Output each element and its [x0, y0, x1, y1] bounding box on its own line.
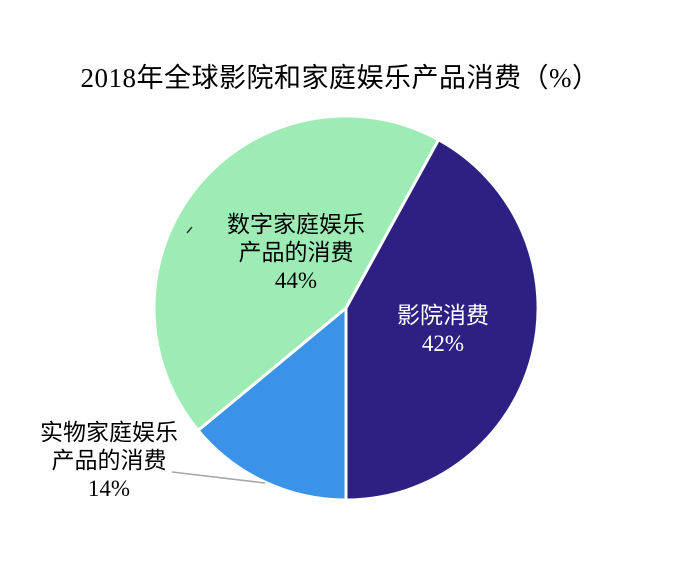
pie-slice-1 — [196, 306, 348, 502]
pie-slices — [152, 114, 540, 502]
leader-line — [171, 471, 266, 484]
label-tick — [186, 226, 193, 234]
pie-slice-2 — [152, 114, 440, 432]
pie-slice-0 — [344, 138, 540, 502]
slice-label-cinema: 影院消费 42% — [397, 303, 489, 356]
slice-label-physical-home-entertainment: 实物家庭娱乐 产品的消费 14% — [40, 420, 178, 501]
chart-title: 2018年全球影院和家庭娱乐产品消费（%） — [80, 63, 600, 93]
slice-label-digital-home-entertainment: 数字家庭娱乐 产品的消费 44% — [227, 212, 365, 293]
